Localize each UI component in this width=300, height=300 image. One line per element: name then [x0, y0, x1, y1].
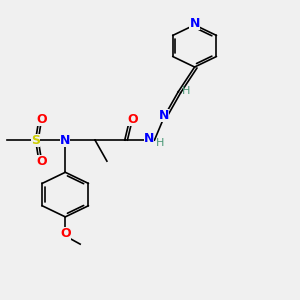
- Text: N: N: [60, 134, 70, 147]
- Text: O: O: [36, 112, 47, 125]
- Text: N: N: [144, 132, 154, 146]
- Text: H: H: [156, 138, 164, 148]
- Text: N: N: [159, 109, 169, 122]
- Text: S: S: [31, 134, 40, 147]
- Text: O: O: [36, 154, 47, 168]
- Text: O: O: [60, 227, 70, 240]
- Text: N: N: [189, 17, 200, 30]
- Text: H: H: [182, 85, 191, 96]
- Text: O: O: [128, 112, 138, 125]
